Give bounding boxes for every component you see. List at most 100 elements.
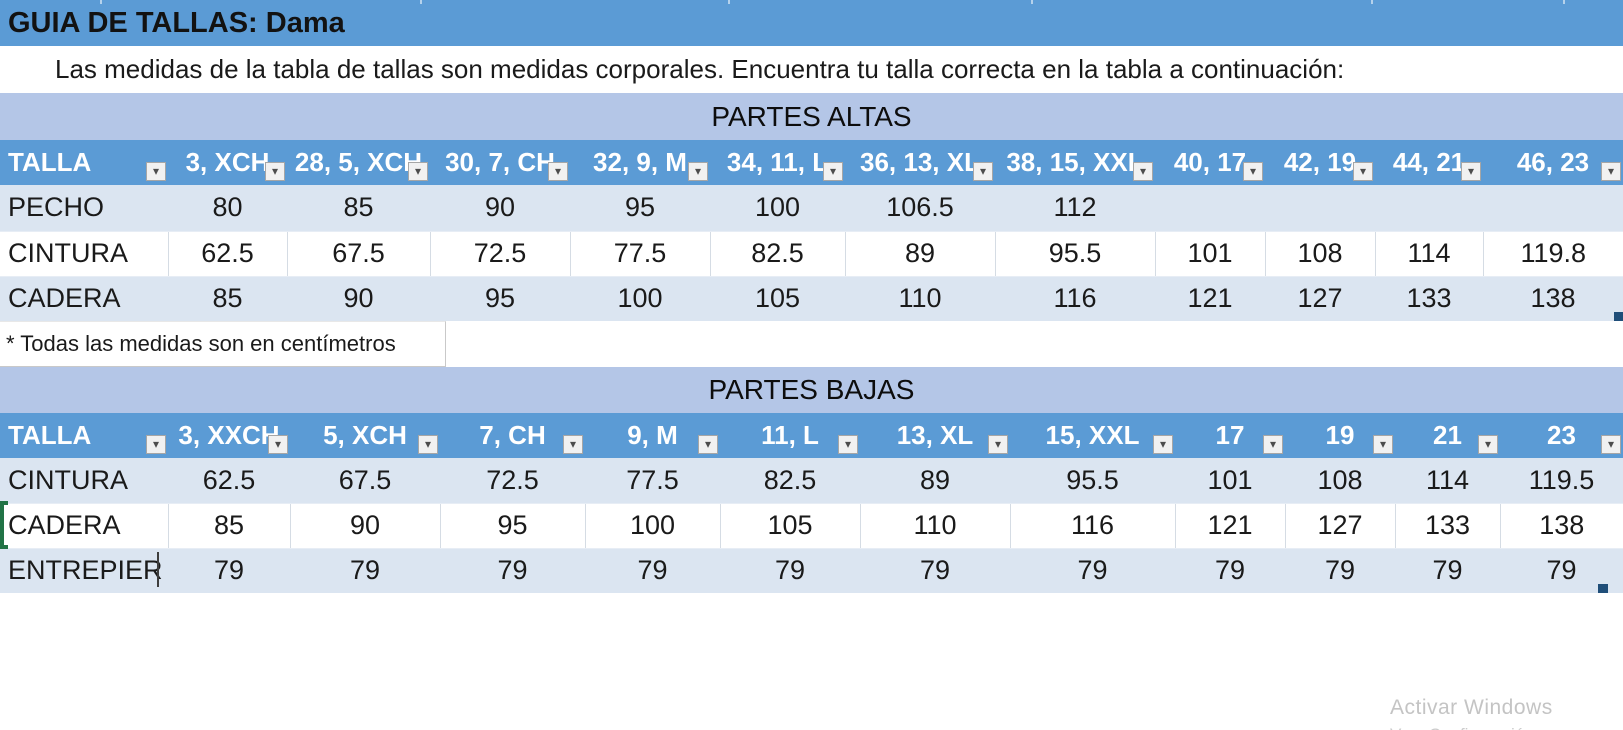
- value-cell[interactable]: 79: [213, 555, 245, 586]
- filter-dropdown-icon[interactable]: ▾: [418, 435, 438, 454]
- value-cell[interactable]: [1375, 185, 1483, 231]
- filter-dropdown-icon[interactable]: ▾: [1263, 435, 1283, 454]
- value-cell[interactable]: 79: [774, 555, 806, 586]
- size-header-cell[interactable]: 17 ▾: [1175, 413, 1285, 458]
- talla-header-cell[interactable]: TALLA ▾: [0, 413, 168, 458]
- value-cell[interactable]: 82.5: [709, 230, 845, 277]
- filter-dropdown-icon[interactable]: ▾: [1373, 435, 1393, 454]
- filter-dropdown-icon[interactable]: ▾: [688, 162, 708, 181]
- size-header-cell[interactable]: 32, 9, M ▾: [570, 140, 710, 185]
- size-header-cell[interactable]: 3, XCH ▾: [168, 140, 287, 185]
- size-header-cell[interactable]: 36, 13, XL ▾: [845, 140, 995, 185]
- value-cell[interactable]: 79: [1432, 555, 1463, 586]
- size-header-cell[interactable]: 23 ▾: [1500, 413, 1623, 458]
- filter-dropdown-icon[interactable]: ▾: [408, 162, 428, 181]
- value-cell[interactable]: 90: [289, 502, 440, 549]
- description-cell[interactable]: Las medidas de la tabla de tallas son me…: [0, 46, 1623, 93]
- footnote-cell[interactable]: * Todas las medidas son en centímetros: [0, 321, 446, 367]
- filter-dropdown-icon[interactable]: ▾: [1601, 435, 1621, 454]
- row-label-cell[interactable]: CINTURA: [0, 230, 168, 277]
- value-cell[interactable]: 133: [1406, 283, 1452, 314]
- value-cell[interactable]: 79: [1546, 555, 1577, 586]
- size-header-cell[interactable]: 21 ▾: [1395, 413, 1500, 458]
- size-header-cell[interactable]: 42, 19 ▾: [1265, 140, 1375, 185]
- value-cell[interactable]: 108: [1264, 230, 1375, 277]
- talla-header-cell[interactable]: TALLA ▾: [0, 140, 168, 185]
- value-cell[interactable]: 67.5: [338, 464, 392, 495]
- filter-dropdown-icon[interactable]: ▾: [563, 435, 583, 454]
- value-cell[interactable]: 89: [844, 230, 995, 277]
- value-cell[interactable]: 100: [584, 502, 720, 549]
- size-header-cell[interactable]: 46, 23 ▾: [1483, 140, 1623, 185]
- filter-dropdown-icon[interactable]: ▾: [1243, 162, 1263, 181]
- filter-dropdown-icon[interactable]: ▾: [823, 162, 843, 181]
- value-cell[interactable]: 101: [1207, 464, 1253, 495]
- value-cell[interactable]: [1483, 185, 1623, 231]
- value-cell[interactable]: 85: [212, 283, 243, 314]
- value-cell[interactable]: 110: [859, 502, 1010, 549]
- value-cell[interactable]: 127: [1284, 502, 1395, 549]
- value-cell[interactable]: 121: [1174, 502, 1285, 549]
- table-resize-handle[interactable]: [1614, 312, 1623, 321]
- value-cell[interactable]: 95: [624, 192, 656, 223]
- filter-dropdown-icon[interactable]: ▾: [698, 435, 718, 454]
- value-cell[interactable]: 95: [439, 502, 585, 549]
- filter-dropdown-icon[interactable]: ▾: [1601, 162, 1621, 181]
- value-cell[interactable]: 106.5: [886, 192, 954, 223]
- filter-dropdown-icon[interactable]: ▾: [1478, 435, 1498, 454]
- value-cell[interactable]: 127: [1297, 283, 1343, 314]
- size-header-cell[interactable]: 40, 17 ▾: [1155, 140, 1265, 185]
- value-cell[interactable]: 80: [212, 192, 243, 223]
- value-cell[interactable]: 101: [1154, 230, 1265, 277]
- value-cell[interactable]: 119.5: [1528, 464, 1595, 495]
- value-cell[interactable]: 85: [167, 502, 290, 549]
- value-cell[interactable]: 108: [1317, 464, 1363, 495]
- filter-dropdown-icon[interactable]: ▾: [1353, 162, 1373, 181]
- value-cell[interactable]: 114: [1374, 230, 1483, 277]
- value-cell[interactable]: [1265, 185, 1375, 231]
- value-cell[interactable]: 67.5: [286, 230, 430, 277]
- value-cell[interactable]: 90: [484, 192, 516, 223]
- value-cell[interactable]: 112: [1053, 192, 1097, 223]
- size-header-cell[interactable]: 11, L ▾: [720, 413, 860, 458]
- sheet-title-cell[interactable]: GUIA DE TALLAS: Dama: [0, 0, 1623, 46]
- value-cell[interactable]: 77.5: [569, 230, 710, 277]
- size-header-cell[interactable]: 28, 5, XCH ▾: [287, 140, 430, 185]
- filter-dropdown-icon[interactable]: ▾: [1133, 162, 1153, 181]
- value-cell[interactable]: 62.5: [167, 230, 287, 277]
- value-cell[interactable]: 89: [919, 464, 951, 495]
- filter-dropdown-icon[interactable]: ▾: [146, 435, 166, 454]
- value-cell[interactable]: 114: [1425, 464, 1470, 495]
- filter-dropdown-icon[interactable]: ▾: [146, 162, 166, 181]
- value-cell[interactable]: 95.5: [994, 230, 1155, 277]
- value-cell[interactable]: 116: [1053, 283, 1097, 314]
- value-cell[interactable]: 116: [1009, 502, 1175, 549]
- section-header-partes-altas[interactable]: PARTES ALTAS: [0, 93, 1623, 140]
- filter-dropdown-icon[interactable]: ▾: [838, 435, 858, 454]
- value-cell[interactable]: 79: [349, 555, 381, 586]
- value-cell[interactable]: 105: [754, 283, 801, 314]
- filter-dropdown-icon[interactable]: ▾: [268, 435, 288, 454]
- size-header-cell[interactable]: 7, CH ▾: [440, 413, 585, 458]
- value-cell[interactable]: 100: [754, 192, 801, 223]
- value-cell[interactable]: 105: [719, 502, 860, 549]
- value-cell[interactable]: 90: [343, 283, 374, 314]
- value-cell[interactable]: 72.5: [486, 464, 539, 495]
- value-cell[interactable]: 79: [1324, 555, 1356, 586]
- row-label-cell[interactable]: PECHO: [8, 192, 105, 223]
- table-resize-handle[interactable]: [1598, 584, 1608, 593]
- value-cell[interactable]: 62.5: [202, 464, 256, 495]
- filter-dropdown-icon[interactable]: ▾: [265, 162, 285, 181]
- value-cell[interactable]: 79: [919, 555, 951, 586]
- row-label-cell[interactable]: ENTREPIER: [8, 555, 163, 586]
- size-header-cell[interactable]: 30, 7, CH ▾: [430, 140, 570, 185]
- size-header-cell[interactable]: 34, 11, L ▾: [710, 140, 845, 185]
- size-header-cell[interactable]: 15, XXL ▾: [1010, 413, 1175, 458]
- value-cell[interactable]: 119.8: [1482, 230, 1623, 277]
- size-header-cell[interactable]: 9, M ▾: [585, 413, 720, 458]
- value-cell[interactable]: 133: [1394, 502, 1500, 549]
- row-label-cell[interactable]: CADERA: [0, 502, 168, 549]
- section-header-partes-bajas[interactable]: PARTES BAJAS: [0, 367, 1623, 413]
- value-cell[interactable]: 85: [343, 192, 374, 223]
- value-cell[interactable]: 72.5: [429, 230, 570, 277]
